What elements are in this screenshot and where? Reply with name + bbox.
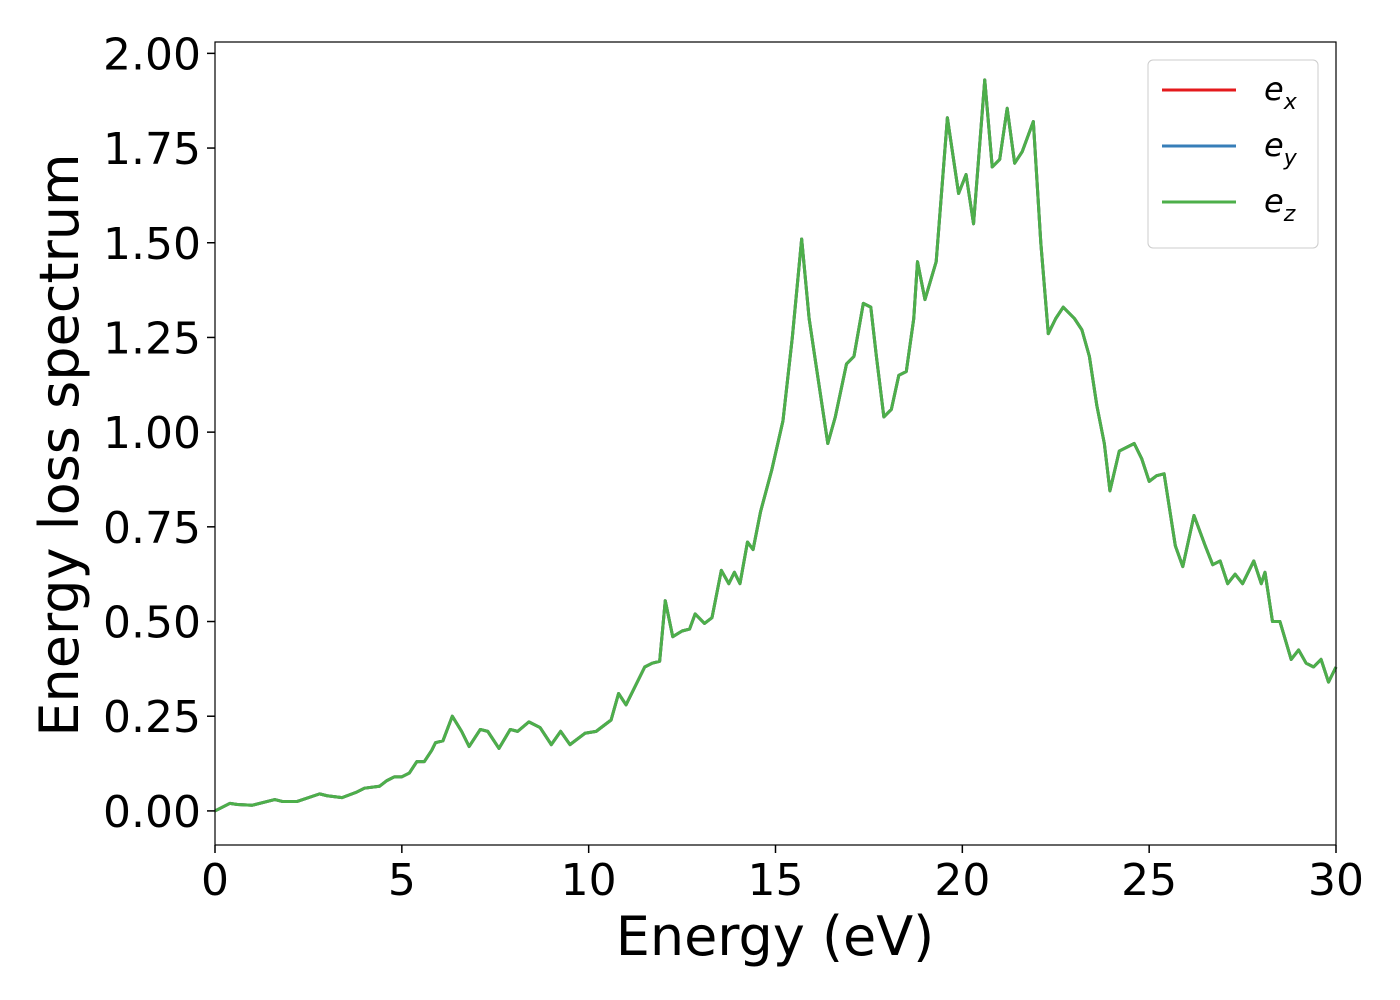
x-tick-label: 5 <box>388 855 416 906</box>
legend-label: ex <box>1264 70 1298 115</box>
y-tick-label: 0.50 <box>103 598 201 649</box>
y-axis-label: Energy loss spectrum <box>28 153 91 736</box>
legend-label: ey <box>1264 126 1298 171</box>
x-tick-label: 25 <box>1121 855 1177 906</box>
line-series <box>214 78 1338 813</box>
y-tick-label: 1.25 <box>103 313 201 364</box>
y-tick-label: 0.25 <box>103 692 201 743</box>
x-axis-label: Energy (eV) <box>616 905 935 968</box>
x-tick-label: 10 <box>561 855 617 906</box>
y-tick-label: 1.50 <box>103 219 201 270</box>
plot-frame <box>214 41 1337 846</box>
y-tick-label: 2.00 <box>103 29 201 80</box>
x-tick-label: 20 <box>934 855 990 906</box>
y-tick-label: 0.75 <box>103 503 201 554</box>
x-tick-label: 15 <box>748 855 804 906</box>
x-tick-label: 30 <box>1308 855 1364 906</box>
y-tick-label: 0.00 <box>103 787 201 838</box>
legend-label: ez <box>1264 182 1296 227</box>
y-tick-label: 1.00 <box>103 408 201 459</box>
x-tick-label: 0 <box>201 855 229 906</box>
y-tick-label: 1.75 <box>103 124 201 175</box>
